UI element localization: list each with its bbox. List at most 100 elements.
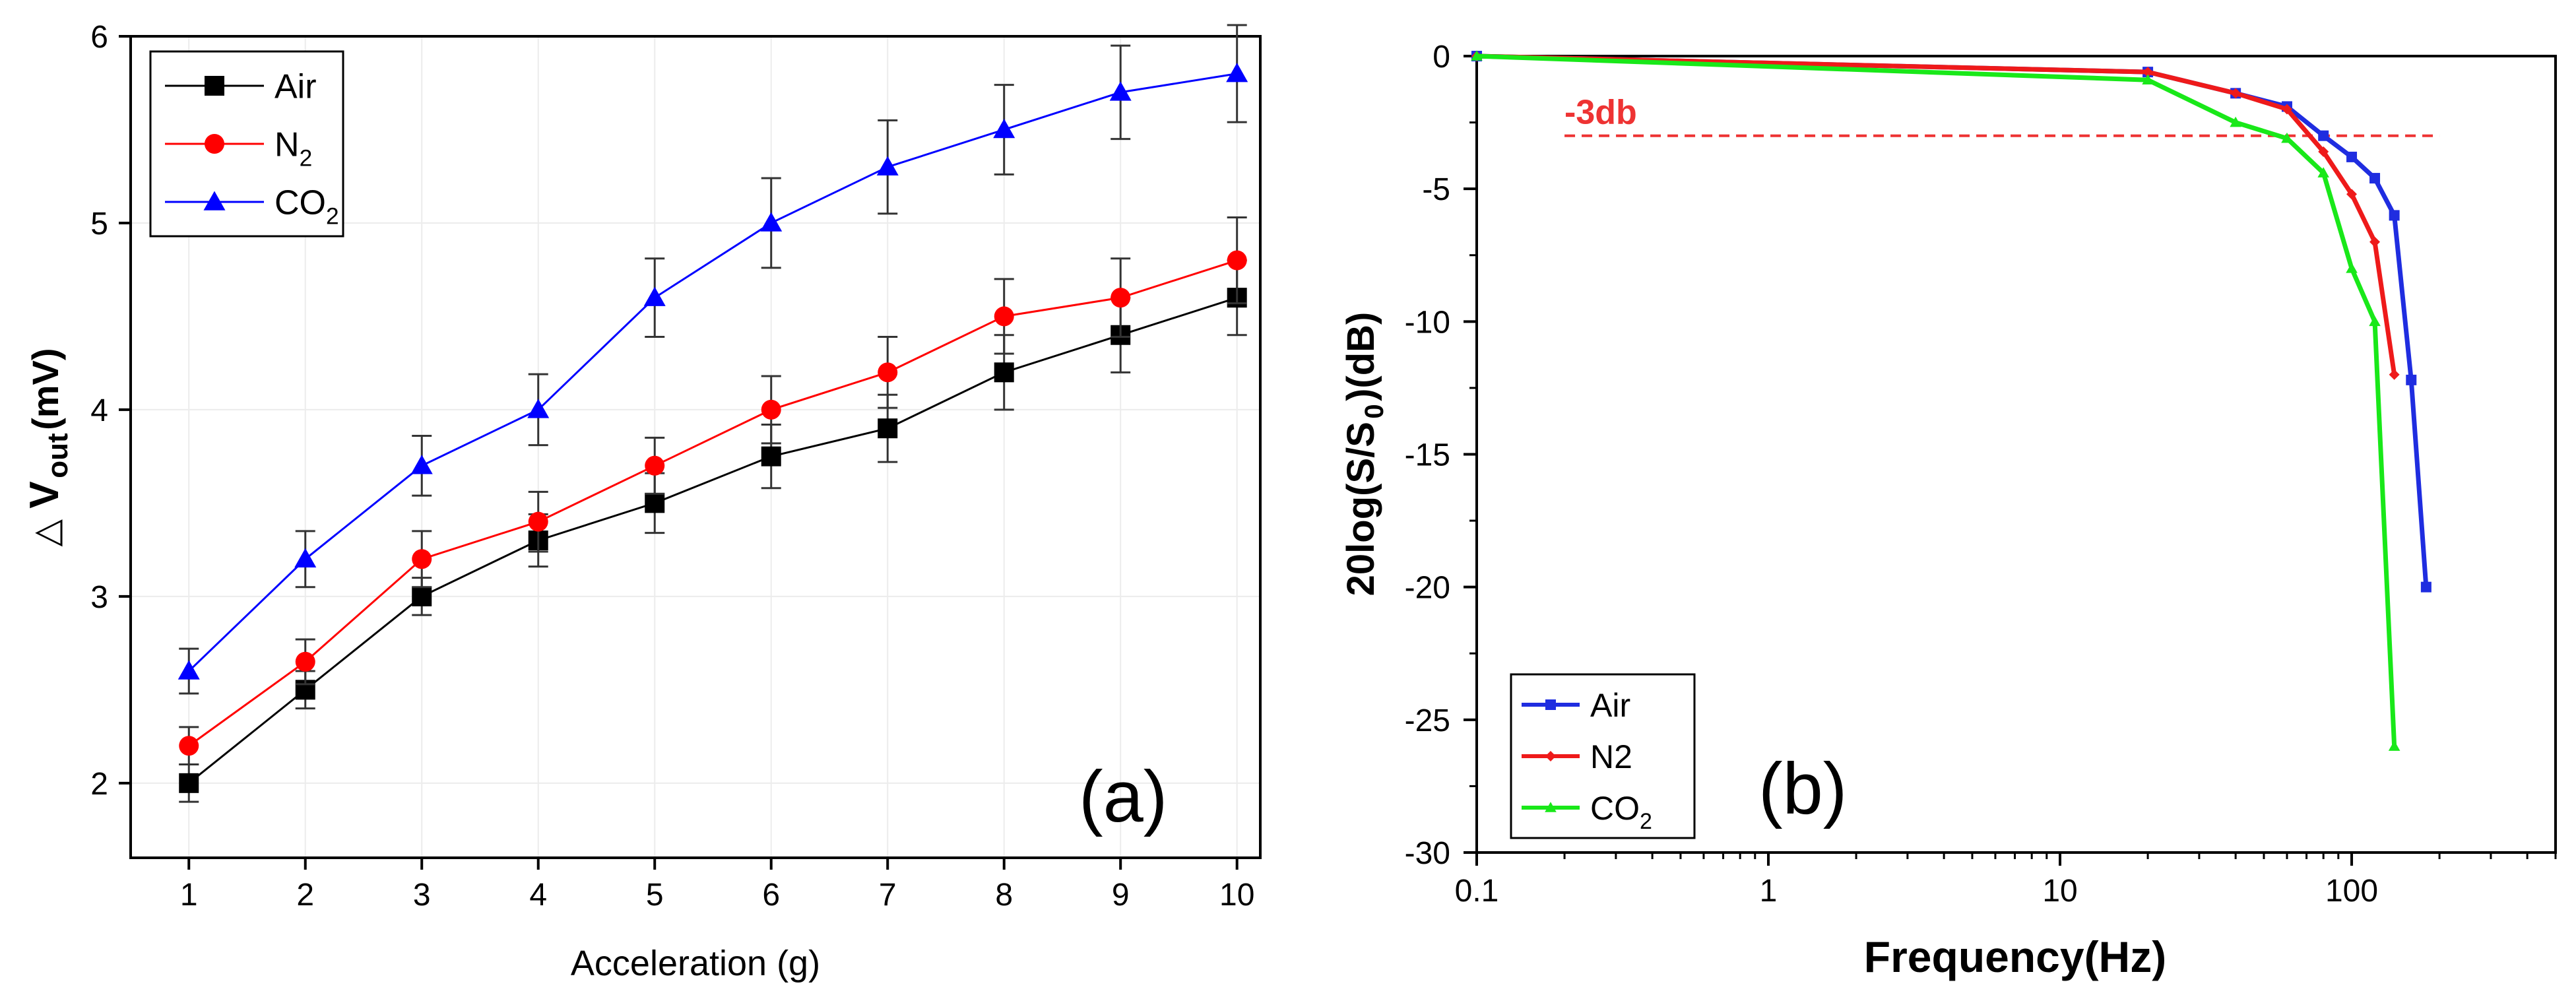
chart-a-legend-marker-co2: [203, 191, 226, 210]
chart-a-series-co2: [177, 24, 1248, 695]
chart-b-point-n2: [2142, 67, 2154, 78]
chart-a-point-co2: [876, 156, 899, 176]
chart-b-legend-item-air: Air: [1522, 687, 1630, 724]
chart-b-point-air: [2346, 151, 2358, 162]
chart-a-point-co2: [1109, 81, 1132, 101]
chart-a: 1 2 3 4 5 6 7 8 9 10 2 3 4 5 6 Acceleration (g) △ V o…: [22, 20, 1262, 983]
chart-b-point-co2: [2142, 74, 2154, 85]
chart-b-line-co2: [1476, 53, 2397, 747]
chart-a-x-tick-label: 9: [1112, 878, 1130, 913]
chart-a-point-n2: [1111, 288, 1131, 308]
chart-b-point-n2: [2369, 236, 2381, 247]
chart-b-y-tick-label: -20: [1405, 571, 1450, 606]
chart-a-x-tick-label: 1: [180, 878, 198, 913]
chart-b-series-co2: [1471, 50, 2400, 751]
chart-a-y-tick-label: 5: [90, 207, 108, 242]
chart-a-y-axis-label-main: V: [22, 481, 67, 508]
chart-b-point-co2: [2317, 167, 2330, 177]
chart-a-y-tick-label: 2: [90, 767, 108, 802]
chart-b-x-tick-label: 1: [1760, 874, 1778, 909]
chart-b-series: [1471, 50, 2431, 751]
chart-a-line-n2: [188, 259, 1238, 747]
chart-b-point-air: [2406, 374, 2417, 385]
chart-a-y-axis-label: △ V out (mV): [22, 348, 74, 546]
chart-b-y-axis-label-sub: 0: [1360, 404, 1389, 418]
chart-b-legend-marker-n2: [1545, 751, 1556, 761]
chart-a-point-co2: [993, 118, 1015, 139]
chart-a-point-n2: [179, 736, 199, 756]
chart-b-point-air: [2318, 130, 2329, 141]
chart-b-y-tick-label: -30: [1405, 836, 1450, 871]
chart-b-y-tick-label: -10: [1405, 305, 1450, 340]
chart-a-point-n2: [295, 651, 315, 672]
chart-b-x-axis-label: Frequency(Hz): [1864, 932, 2166, 981]
chart-a-point-co2: [294, 548, 317, 568]
chart-a-y-axis-label-unit: (mV): [24, 348, 66, 430]
chart-b-point-n2: [2346, 189, 2358, 200]
chart-a-point-n2: [878, 362, 898, 383]
chart-a-point-n2: [412, 549, 432, 569]
chart-a-y-axis: 2 3 4 5 6: [90, 20, 131, 802]
chart-a-point-co2: [177, 660, 200, 680]
chart-b-panel-label: (b): [1758, 748, 1847, 829]
chart-b-line-n2: [1476, 53, 2397, 375]
chart-a-point-co2: [1226, 63, 1248, 82]
chart-b-point-n2: [2389, 369, 2400, 380]
chart-a-y-tick-label: 3: [90, 580, 108, 615]
chart-a-x-tick-label: 6: [762, 878, 780, 913]
chart-a-x-tick-label: 4: [529, 878, 547, 913]
chart-b-legend: Air N2 CO2: [1510, 673, 1696, 839]
chart-b-legend-item-n2: N2: [1522, 738, 1632, 775]
chart-a-legend-marker-air: [205, 76, 224, 96]
chart-a-point-air: [994, 362, 1014, 383]
chart-a-point-air: [645, 493, 665, 513]
chart-b-y-axis-label-main: 20log(S/S: [1339, 422, 1382, 596]
chart-b-point-co2: [2346, 263, 2358, 273]
chart-b-series-n2: [1471, 51, 2400, 380]
chart-a-legend-label-air: Air: [274, 68, 317, 106]
chart-a-x-tick-label: 7: [879, 878, 897, 913]
chart-a-x-tick-label: 10: [1219, 878, 1254, 913]
chart-b-legend-label-n2: N2: [1590, 738, 1632, 775]
chart-a-x-tick-label: 2: [296, 878, 314, 913]
chart-a-x-axis-label: Acceleration (g): [571, 944, 820, 983]
chart-a-x-tick-label: 5: [646, 878, 664, 913]
chart-b-point-n2: [2318, 146, 2329, 157]
chart-b-point-air: [2420, 581, 2431, 593]
chart-b-point-co2: [2281, 132, 2293, 143]
chart-b-point-co2: [2369, 315, 2381, 327]
chart-b-y-axis-label-end: )(dB): [1339, 312, 1382, 401]
chart-b-y-tick-label: -5: [1422, 172, 1450, 207]
chart-a-series-n2: [179, 216, 1247, 766]
chart-b-point-n2: [2230, 88, 2241, 99]
chart-a-point-air: [179, 773, 199, 793]
chart-a-point-air: [878, 418, 898, 439]
chart-a-legend: Air N2 CO2: [149, 50, 344, 238]
chart-a-legend-item-co2: CO2: [165, 184, 339, 229]
chart-a-panel-label: (a): [1079, 756, 1167, 837]
chart-b-point-air: [2389, 210, 2400, 221]
chart-a-y-axis-label-delta: △: [26, 519, 66, 547]
chart-a-line-co2: [188, 73, 1237, 672]
chart-b-legend-marker-air: [1545, 699, 1556, 710]
chart-a-point-n2: [645, 455, 665, 476]
chart-b-threshold-label: -3db: [1564, 94, 1637, 132]
chart-a-legend-marker-n2: [205, 134, 224, 154]
chart-a-point-n2: [994, 306, 1014, 327]
chart-b-point-co2: [1471, 50, 1483, 61]
chart-a-point-co2: [760, 212, 783, 232]
chart-b-series-air: [1471, 51, 2431, 593]
chart-a-point-n2: [528, 511, 548, 532]
chart-b-x-tick-label: 0.1: [1455, 874, 1499, 909]
chart-a-legend-item-air: Air: [165, 68, 317, 106]
chart-b-point-co2: [2230, 116, 2241, 127]
chart-a-point-air: [761, 446, 781, 467]
chart-a-point-n2: [1227, 250, 1247, 271]
chart-a-point-co2: [410, 455, 433, 474]
chart-a-y-tick-label: 4: [90, 393, 108, 428]
chart-b-legend-item-co2: CO2: [1522, 790, 1652, 834]
chart-b-legend-label-co2: CO2: [1590, 790, 1652, 834]
chart-a-point-air: [412, 586, 432, 606]
chart-b-point-n2: [2281, 104, 2292, 115]
